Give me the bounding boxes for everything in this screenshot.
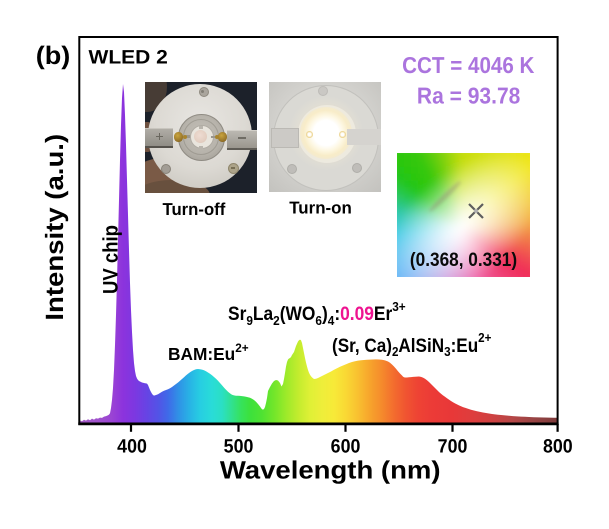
svg-text:(b): (b) <box>36 42 71 70</box>
svg-text:CCT = 4046 K: CCT = 4046 K <box>402 52 535 78</box>
svg-text:400: 400 <box>117 437 147 458</box>
svg-text:UV chip: UV chip <box>99 225 122 294</box>
svg-text:700: 700 <box>438 437 468 458</box>
svg-text:Ra = 93.78: Ra = 93.78 <box>417 83 521 109</box>
svg-text:Intensity (a.u.): Intensity (a.u.) <box>41 134 69 321</box>
svg-text:Turn-on: Turn-on <box>289 198 352 218</box>
svg-text:WLED 2: WLED 2 <box>89 47 169 69</box>
svg-text:Turn-off: Turn-off <box>162 199 225 219</box>
svg-text:Wavelength (nm): Wavelength (nm) <box>220 456 441 484</box>
svg-text:600: 600 <box>331 437 361 458</box>
svg-text:500: 500 <box>224 437 254 458</box>
svg-text:800: 800 <box>543 437 573 458</box>
